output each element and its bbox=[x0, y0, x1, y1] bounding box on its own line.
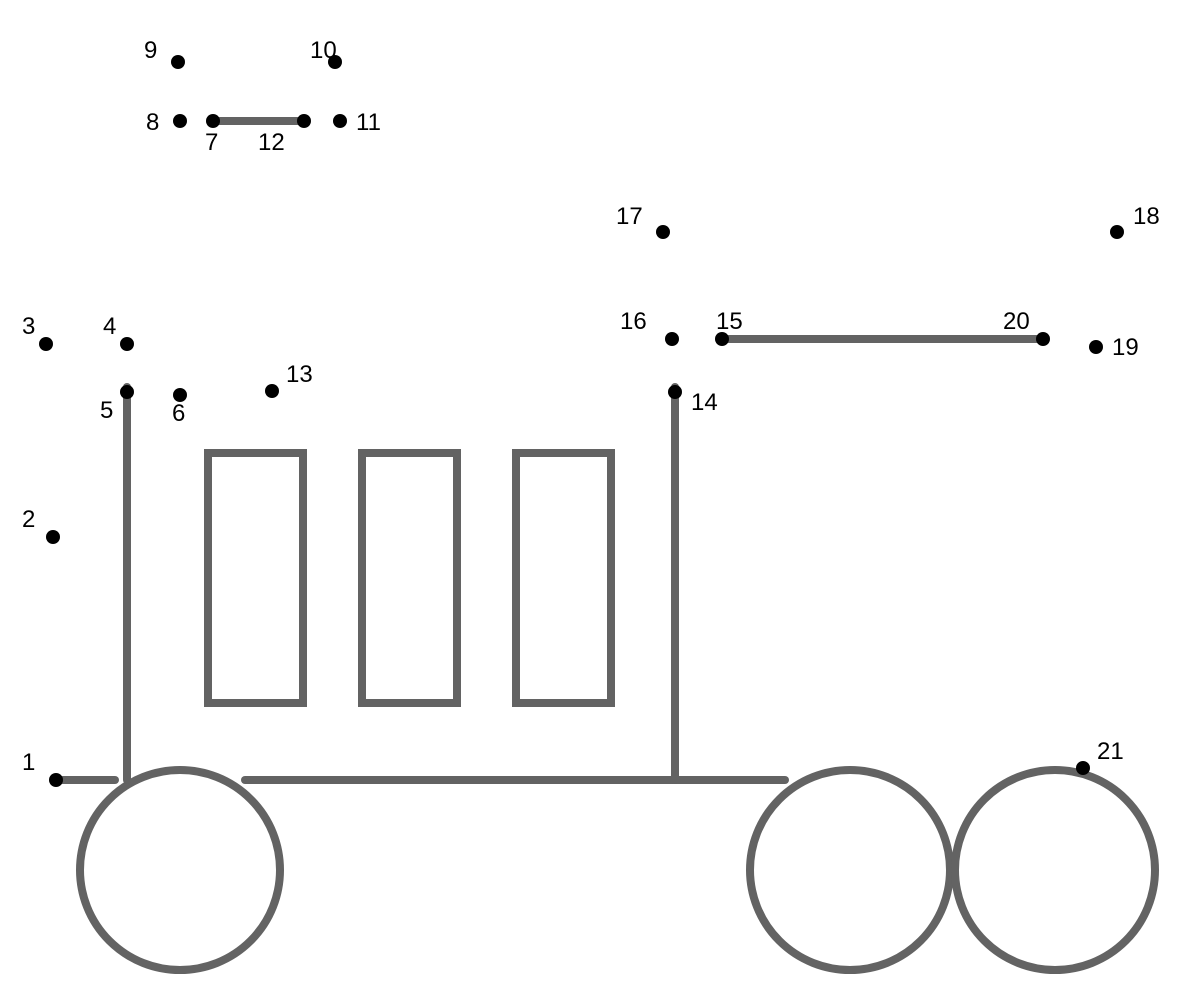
window-rect-1 bbox=[208, 453, 303, 703]
dot-11 bbox=[333, 114, 347, 128]
dot-3 bbox=[39, 337, 53, 351]
dot-label-11: 11 bbox=[356, 109, 381, 136]
dot-19 bbox=[1089, 340, 1103, 354]
dot-16 bbox=[665, 332, 679, 346]
dot-12 bbox=[297, 114, 311, 128]
dot-9 bbox=[171, 55, 185, 69]
dot-label-5: 5 bbox=[100, 397, 113, 424]
dot-label-10: 10 bbox=[310, 37, 337, 64]
dot-label-7: 7 bbox=[205, 129, 218, 156]
dot-label-19: 19 bbox=[1112, 334, 1139, 361]
dot-label-1: 1 bbox=[22, 749, 35, 776]
wheel-1 bbox=[80, 770, 280, 970]
dot-label-4: 4 bbox=[103, 313, 116, 340]
dot-5 bbox=[120, 385, 134, 399]
dot-18 bbox=[1110, 225, 1124, 239]
dot-8 bbox=[173, 114, 187, 128]
dot-label-8: 8 bbox=[146, 109, 159, 136]
dot-4 bbox=[120, 337, 134, 351]
dot-20 bbox=[1036, 332, 1050, 346]
dot-21 bbox=[1076, 761, 1090, 775]
dot-label-16: 16 bbox=[620, 308, 647, 335]
wheel-2 bbox=[750, 770, 950, 970]
dot-2 bbox=[46, 530, 60, 544]
dot-17 bbox=[656, 225, 670, 239]
dot-label-21: 21 bbox=[1097, 738, 1124, 765]
dot-label-9: 9 bbox=[144, 37, 157, 64]
dot-label-2: 2 bbox=[22, 506, 35, 533]
dot-label-18: 18 bbox=[1133, 203, 1160, 230]
dot-label-14: 14 bbox=[691, 389, 718, 416]
connect-dots-diagram: 123456789101112131415161718192021 bbox=[0, 0, 1200, 1000]
dot-label-3: 3 bbox=[22, 313, 35, 340]
window-rect-3 bbox=[516, 453, 611, 703]
dot-label-20: 20 bbox=[1003, 308, 1030, 335]
dot-label-6: 6 bbox=[172, 400, 185, 427]
dot-label-15: 15 bbox=[716, 308, 743, 335]
dot-label-12: 12 bbox=[258, 129, 285, 156]
dot-7 bbox=[206, 114, 220, 128]
wheel-3 bbox=[955, 770, 1155, 970]
dot-1 bbox=[49, 773, 63, 787]
dot-label-17: 17 bbox=[616, 203, 643, 230]
window-rect-2 bbox=[362, 453, 457, 703]
dot-label-13: 13 bbox=[286, 361, 313, 388]
dot-14 bbox=[668, 385, 682, 399]
dot-13 bbox=[265, 384, 279, 398]
